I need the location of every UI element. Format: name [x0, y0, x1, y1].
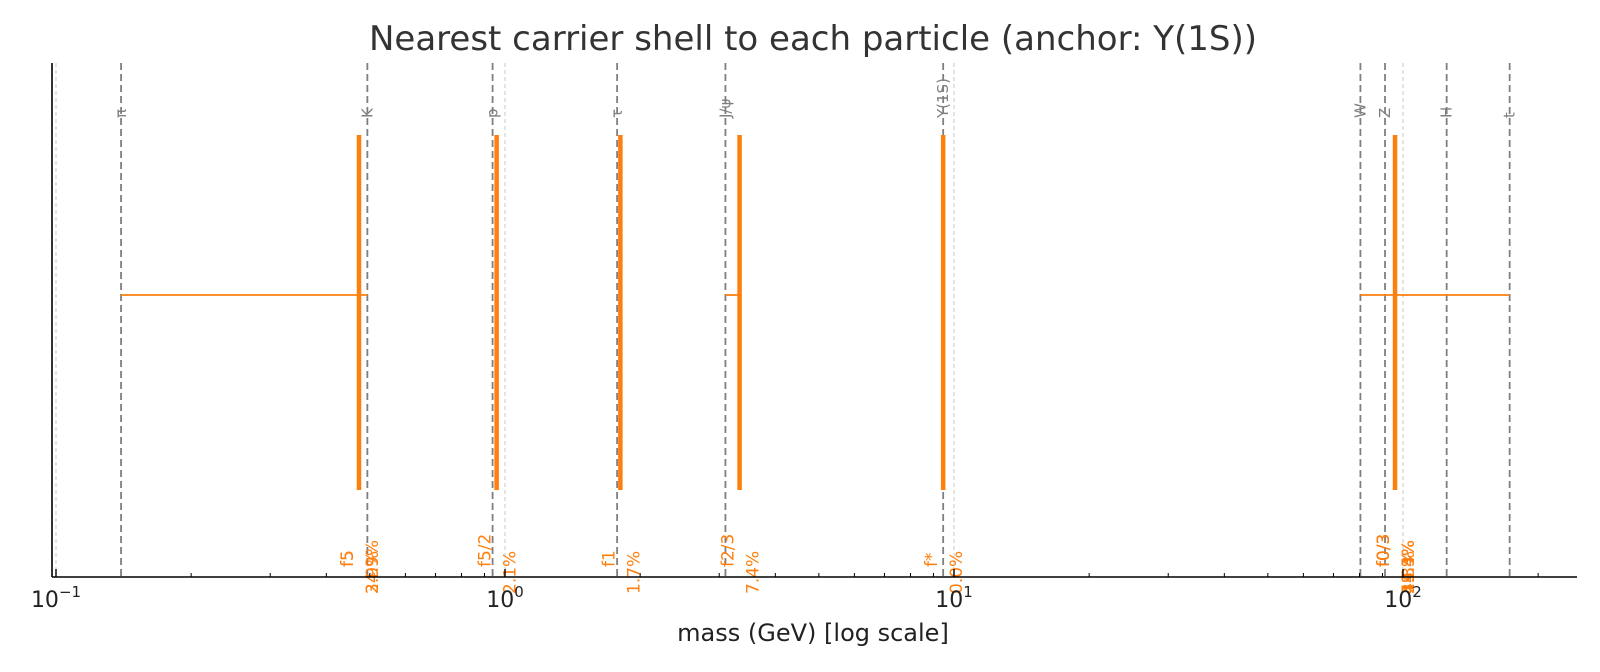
x-tick-label: 102	[1384, 583, 1422, 613]
chart-title: Nearest carrier shell to each particle (…	[369, 19, 1257, 59]
carrier-name-label: f5	[338, 550, 358, 567]
decade-lines	[55, 63, 1404, 577]
x-tick-label: 10−1	[31, 583, 81, 613]
carrier-pct-label: 24.9%	[363, 540, 383, 594]
particle-label: J/ψ	[716, 99, 734, 119]
x-tick-label: 100	[486, 583, 524, 613]
carrier-name-label: f0/3	[1374, 534, 1394, 567]
carrier-name-label: f0/3	[1374, 534, 1394, 567]
carrier-name-label: f2/3	[719, 534, 739, 567]
x-axis-label: mass (GeV) [log scale]	[677, 619, 949, 647]
x-tick-label: 101	[935, 583, 973, 613]
carrier-shells	[121, 135, 1510, 490]
particle-label: p	[484, 108, 502, 118]
particle-label: τ	[608, 109, 626, 118]
carrier-name-label: f0/3	[1374, 534, 1394, 567]
carrier-pct-label: 7.4%	[744, 551, 764, 594]
carrier-pct-label: 19.4%	[1399, 540, 1419, 594]
particle-label: π	[112, 109, 130, 118]
particle-label: t	[1501, 112, 1519, 118]
carrier-name-label: f0/3	[1374, 534, 1394, 567]
particle-label: K	[358, 107, 376, 118]
particle-label: Z	[1376, 108, 1394, 118]
carrier-pct-label: 23.3%	[1399, 540, 1419, 594]
carrier-pct-label: 5.3%	[1399, 551, 1419, 594]
annotations: f5 24.9%f5 3.9%f5/22.1% f1 1.7%f2/37.4% f* 0.0…	[338, 534, 1419, 594]
particle-label: H	[1438, 107, 1456, 118]
axes	[51, 63, 1577, 578]
x-ticks: 10−1 100 101 102	[31, 569, 1539, 613]
carrier-name-label: f1	[599, 550, 619, 567]
carrier-pct-label: 44.4%	[1399, 540, 1419, 594]
carrier-pct-label: 3.9%	[363, 551, 383, 594]
particle-label: W	[1351, 103, 1369, 118]
carrier-name-label: f5	[338, 550, 358, 567]
particle-label: Υ(1S)	[934, 78, 952, 119]
carrier-pct-label: 2.1%	[501, 551, 521, 594]
carrier-name-label: f*	[922, 553, 942, 568]
carrier-pct-label: 0.0%	[947, 551, 967, 594]
carrier-name-label: f5/2	[476, 534, 496, 567]
carrier-pct-label: 1.7%	[624, 551, 644, 594]
